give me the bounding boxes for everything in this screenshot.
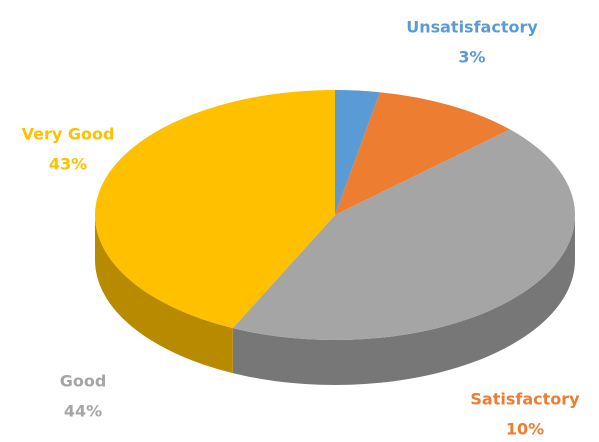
category-label: Unsatisfactory — [406, 18, 538, 37]
pie-side — [232, 215, 575, 385]
pie-side — [94, 215, 233, 374]
value-label: 44% — [64, 402, 102, 421]
value-label: 10% — [506, 420, 544, 439]
category-label: Very Good — [22, 125, 115, 144]
category-label: Satisfactory — [470, 390, 580, 409]
value-label: 43% — [49, 155, 87, 174]
value-label: 3% — [458, 48, 485, 67]
pie-slice — [94, 90, 336, 329]
pie-slice — [232, 129, 576, 341]
pie-slice — [335, 92, 510, 215]
category-label: Good — [60, 372, 107, 391]
pie-slice — [335, 90, 380, 215]
